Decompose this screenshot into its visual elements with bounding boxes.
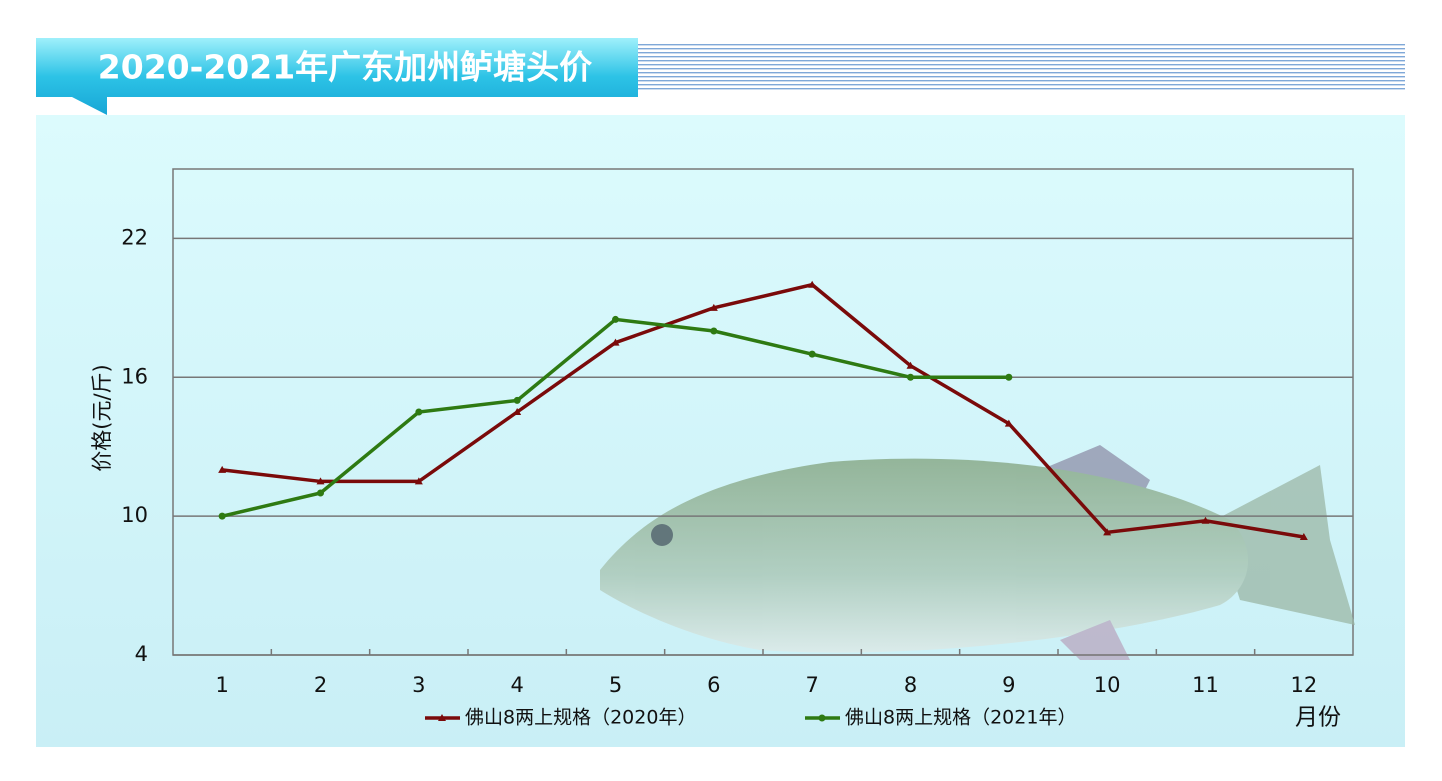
legend-label: 佛山8两上规格（2020年） [465,707,696,729]
point-marker [414,477,423,485]
y-tick-label: 10 [121,503,148,527]
point-marker [612,315,619,323]
x-tick-label: 10 [1094,673,1121,697]
y-axis-label: 价格(元/斤) [90,364,114,471]
x-tick-label: 1 [215,673,228,697]
title-stripes [638,42,1405,90]
title-banner [36,38,638,115]
y-tick-label: 22 [121,225,148,249]
point-marker [808,280,817,288]
point-marker [818,714,826,722]
y-tick-label: 16 [121,364,148,388]
chart-title: 2020-2021年广东加州鲈塘头价 [98,48,592,87]
legend-label: 佛山8两上规格（2021年） [845,707,1076,729]
point-marker [709,303,718,311]
chart-panel [36,115,1405,747]
point-marker [1299,532,1308,540]
point-marker [1201,516,1210,524]
point-marker [316,477,325,485]
point-marker [1005,373,1013,381]
x-tick-label: 8 [904,673,917,697]
x-tick-label: 9 [1002,673,1015,697]
point-marker [218,465,227,473]
point-marker [1103,528,1112,536]
x-tick-label: 11 [1192,673,1219,697]
x-tick-label: 2 [314,673,327,697]
x-tick-label: 6 [707,673,720,697]
point-marker [710,327,718,335]
point-marker [317,489,324,497]
point-marker [415,408,423,416]
x-tick-label: 4 [510,673,523,697]
point-marker [1004,419,1013,427]
point-marker [513,396,521,404]
x-tick-label: 3 [412,673,425,697]
point-marker [907,373,914,381]
x-tick-label: 5 [609,673,622,697]
point-marker [906,361,915,369]
x-axis-label: 月份 [1295,705,1341,731]
point-marker [438,714,446,721]
y-tick-label: 4 [135,642,148,666]
x-tick-label: 7 [805,673,818,697]
point-marker [808,350,816,358]
point-marker [611,338,620,346]
series-line [221,282,1305,539]
point-marker [218,512,226,520]
point-marker [513,408,522,415]
x-tick-label: 12 [1290,673,1317,697]
